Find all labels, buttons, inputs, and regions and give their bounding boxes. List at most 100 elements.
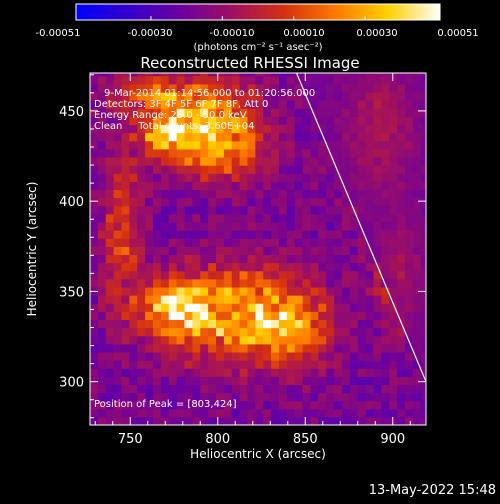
heatmap-cell: [263, 156, 272, 166]
heatmap-cell: [113, 246, 123, 256]
heatmap-cell: [129, 311, 138, 320]
heatmap-cell: [168, 91, 178, 101]
heatmap-cell: [334, 360, 343, 369]
heatmap-cell: [137, 262, 146, 272]
heatmap-cell: [145, 246, 154, 256]
heatmap-cell: [153, 360, 162, 369]
heatmap-cell: [145, 100, 154, 109]
heatmap-cell: [239, 368, 249, 377]
heatmap-cell: [279, 254, 288, 264]
heatmap-cell: [129, 343, 138, 353]
heatmap-cell: [137, 140, 146, 150]
heatmap-cell: [168, 140, 178, 150]
heatmap-cell: [373, 327, 382, 337]
heatmap-cell: [176, 416, 186, 425]
heatmap-cell: [286, 83, 296, 93]
heatmap-cell: [357, 368, 367, 377]
heatmap-cell: [105, 343, 115, 353]
y-tick-label: 400: [59, 195, 84, 210]
heatmap-cell: [405, 303, 414, 312]
heatmap-cell: [412, 205, 422, 215]
heatmap-cell: [129, 108, 138, 117]
heatmap-cell: [263, 343, 272, 353]
heatmap-cell: [397, 156, 406, 166]
heatmap-cell: [90, 165, 99, 174]
heatmap-cell: [168, 100, 178, 109]
heatmap-cell: [365, 327, 375, 337]
heatmap-cell: [302, 254, 312, 264]
heatmap-cell: [231, 376, 241, 385]
heatmap-cell: [405, 254, 414, 264]
heatmap-cell: [129, 327, 138, 337]
heatmap-cell: [349, 116, 359, 126]
heatmap-cell: [318, 392, 327, 402]
heatmap-cell: [405, 205, 414, 215]
heatmap-cell: [105, 376, 115, 385]
heatmap-cell: [389, 165, 398, 174]
heatmap-cell: [381, 400, 390, 410]
heatmap-cell: [239, 392, 249, 402]
heatmap-cell: [231, 384, 241, 394]
heatmap-cell: [263, 205, 272, 215]
plot-frame: [89, 72, 427, 426]
heatmap-cell: [294, 132, 304, 142]
heatmap-cell: [349, 376, 359, 385]
heatmap-cell: [113, 205, 123, 215]
heatmap-cell: [160, 73, 170, 77]
heatmap-cell: [184, 319, 193, 329]
heatmap-cell: [168, 351, 178, 361]
heatmap-cell: [271, 132, 280, 142]
heatmap-cell: [397, 384, 406, 394]
heatmap-cell: [279, 165, 288, 174]
heatmap-cell: [365, 278, 375, 288]
heatmap-cell: [342, 189, 351, 199]
heatmap-cell: [412, 221, 422, 231]
heatmap-cell: [208, 408, 217, 418]
heatmap-cell: [389, 189, 398, 199]
heatmap-cell: [223, 116, 233, 126]
heatmap-cell: [412, 246, 422, 256]
heatmap-cell: [334, 100, 343, 109]
heatmap-cell: [263, 246, 272, 256]
heatmap-cell: [255, 189, 264, 199]
heatmap-cell: [397, 238, 406, 247]
heatmap-cell: [389, 278, 398, 288]
heatmap-cell: [176, 400, 186, 410]
heatmap-cell: [389, 140, 398, 150]
heatmap-cell: [326, 286, 335, 296]
heatmap-cell: [113, 91, 123, 101]
heatmap-cell: [239, 376, 249, 385]
heatmap-cell: [373, 221, 382, 231]
heatmap-cell: [137, 343, 146, 353]
heatmap-cell: [160, 295, 170, 304]
heatmap-cell: [97, 303, 107, 312]
heatmap-cell: [247, 205, 256, 215]
heatmap-cell: [349, 246, 359, 256]
colorbar-tick-label-3: 0.00010: [283, 28, 324, 39]
heatmap-cell: [373, 343, 382, 353]
heatmap-cell: [271, 303, 280, 312]
heatmap-cell: [349, 286, 359, 296]
heatmap-cell: [184, 408, 193, 418]
heatmap-cell: [310, 73, 319, 77]
heatmap-cell: [113, 100, 123, 109]
heatmap-cell: [334, 238, 343, 247]
heatmap-cell: [279, 238, 288, 247]
heatmap-cell: [208, 368, 217, 377]
heatmap-cell: [137, 73, 146, 77]
heatmap-cell: [357, 205, 367, 215]
heatmap-cell: [302, 376, 312, 385]
heatmap-cell: [302, 205, 312, 215]
heatmap-cell: [412, 148, 422, 158]
heatmap-cell: [192, 278, 201, 288]
heatmap-cell: [145, 189, 154, 199]
heatmap-cell: [200, 262, 209, 272]
heatmap-cell: [318, 376, 327, 385]
heatmap-cell: [192, 124, 201, 134]
heatmap-cell: [342, 116, 351, 126]
heatmap-cell: [97, 416, 107, 425]
heatmap-cell: [286, 327, 296, 337]
heatmap-cell: [357, 230, 367, 239]
heatmap-cell: [420, 108, 426, 117]
heatmap-cell: [294, 189, 304, 199]
